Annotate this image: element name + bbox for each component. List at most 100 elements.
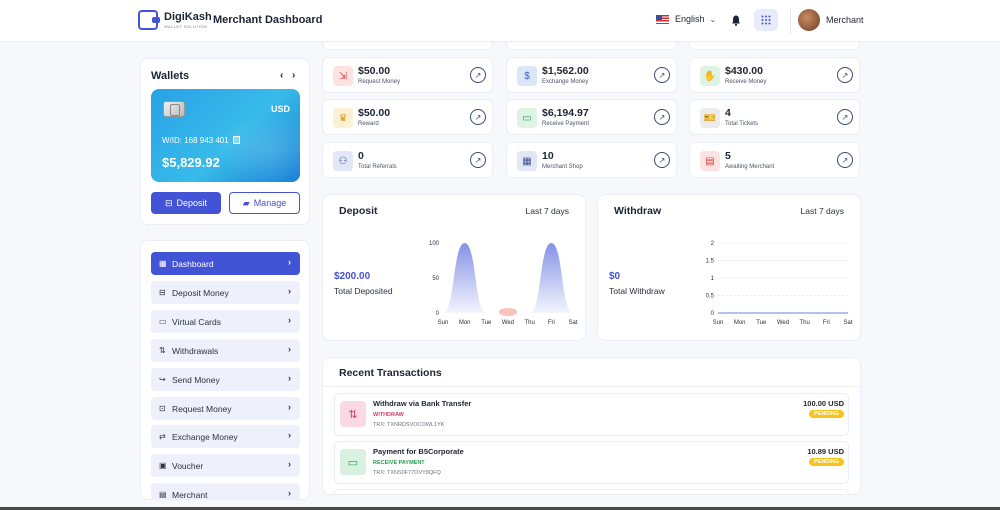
- deposit-area: [443, 243, 573, 313]
- arrow-up-right-icon[interactable]: ↗: [654, 67, 670, 83]
- exchange-icon: ⇄: [159, 432, 166, 441]
- shop-icon: ▦: [517, 151, 537, 171]
- wallet-card[interactable]: USD W/ID: 168 943 401 $5,829.92: [151, 89, 300, 182]
- arrow-up-right-icon[interactable]: ↗: [470, 67, 486, 83]
- copy-icon[interactable]: [232, 136, 240, 144]
- stat-card[interactable]: ♛ $50.00 Reward ↗: [322, 99, 493, 135]
- stat-label: Exchange Money: [542, 79, 589, 85]
- arrow-up-right-icon[interactable]: ↗: [470, 152, 486, 168]
- wallet-currency: USD: [270, 104, 290, 114]
- merchant-icon: ▤: [159, 490, 167, 499]
- transaction-amount: 100.00 USD: [803, 399, 844, 408]
- stat-value: $50.00: [358, 65, 391, 77]
- stat-card[interactable]: ▭ $6,194.97 Receive Payment ↗: [506, 99, 677, 135]
- withdraw-period[interactable]: Last 7 days: [800, 206, 844, 216]
- transaction-name: Withdraw via Bank Transfer: [373, 399, 472, 408]
- y-tick-label: 1.5: [706, 259, 715, 265]
- x-tick-label: Mon: [459, 320, 471, 326]
- deposit-button[interactable]: ⊟ Deposit: [151, 192, 221, 214]
- transaction-row[interactable]: ⇅ Withdraw via Bank Transfer WITHDRAW TR…: [334, 393, 849, 436]
- arrow-up-right-icon[interactable]: ↗: [837, 67, 853, 83]
- x-tick-label: Fri: [823, 320, 830, 326]
- sidebar-item-send-money[interactable]: ↪ Send Money ›: [151, 368, 300, 391]
- wallet-next-button[interactable]: ›: [292, 70, 296, 81]
- stat-label: Reward: [358, 121, 379, 127]
- chevron-right-icon: ›: [288, 402, 291, 412]
- chevron-right-icon: ›: [288, 488, 291, 498]
- arrow-up-right-icon[interactable]: ↗: [654, 152, 670, 168]
- x-tick-label: Fri: [548, 320, 555, 326]
- sidebar-item-deposit-money[interactable]: ⊟ Deposit Money ›: [151, 281, 300, 304]
- wallets-panel: Wallets ‹ › USD W/ID: 168 943 401 $5,829…: [140, 58, 310, 225]
- manage-button[interactable]: ▰ Manage: [229, 192, 300, 214]
- apps-grid-button[interactable]: [754, 9, 778, 31]
- sidebar-item-exchange-money[interactable]: ⇄ Exchange Money ›: [151, 425, 300, 448]
- transaction-row[interactable]: [334, 489, 849, 494]
- stat-card[interactable]: ⇲ $50.00 Request Money ↗: [322, 57, 493, 93]
- send-icon: ↪: [159, 375, 166, 384]
- chevron-right-icon: ›: [288, 373, 291, 383]
- x-tick-label: Tue: [756, 320, 767, 326]
- us-flag-icon: [656, 14, 669, 24]
- card-chip-icon: [163, 101, 185, 117]
- deposit-icon: ⊟: [159, 288, 166, 297]
- card-icon: ▭: [159, 317, 167, 326]
- stat-value: $50.00: [358, 107, 391, 119]
- y-tick-label: 50: [432, 276, 439, 282]
- wallet-id-text: W/ID: 168 943 401: [162, 136, 229, 145]
- language-selector[interactable]: English ⌄: [656, 14, 716, 24]
- x-tick-label: Sun: [713, 320, 724, 326]
- stat-value: $430.00: [725, 65, 763, 77]
- avatar[interactable]: [798, 9, 820, 31]
- sidebar-item-request-money[interactable]: ⊡ Request Money ›: [151, 397, 300, 420]
- chevron-right-icon: ›: [288, 459, 291, 469]
- recent-transactions-panel: Recent Transactions ⇅ Withdraw via Bank …: [322, 357, 861, 495]
- chevron-down-icon: ⌄: [709, 14, 717, 24]
- transaction-amount: 10.89 USD: [807, 447, 844, 456]
- stat-card[interactable]: ▤ 5 Awaiting Merchant ↗: [689, 142, 860, 178]
- wallet-logo-icon: [138, 10, 160, 30]
- stat-label: Receive Payment: [542, 121, 590, 127]
- arrow-up-right-icon[interactable]: ↗: [470, 109, 486, 125]
- stat-card[interactable]: ⚇ 0 Total Referrals ↗: [322, 142, 493, 178]
- deposit-period[interactable]: Last 7 days: [525, 206, 569, 216]
- sidebar-item-merchant[interactable]: ▤ Merchant ›: [151, 483, 300, 499]
- transaction-id: TRX: TXNRDSVOCOWL1YK: [373, 422, 445, 428]
- deposit-area-chart: 0 50 100 Sun Mon Tue Wed Thu Fri Sat: [429, 241, 578, 326]
- user-name[interactable]: Merchant: [826, 15, 864, 25]
- sidebar-item-withdrawals[interactable]: ⇅ Withdrawals ›: [151, 339, 300, 362]
- status-badge: PENDING: [808, 458, 844, 466]
- y-tick-label: 2: [711, 241, 715, 247]
- brand-logo[interactable]: DigiKash WALLET SOLUTION: [138, 10, 212, 30]
- notification-bell-icon[interactable]: [729, 13, 743, 27]
- stat-card[interactable]: $ $1,562.00 Exchange Money ↗: [506, 57, 677, 93]
- sidebar-item-voucher[interactable]: ▣ Voucher ›: [151, 454, 300, 477]
- stat-card-partial: [689, 42, 860, 50]
- arrow-up-right-icon[interactable]: ↗: [654, 109, 670, 125]
- stat-card[interactable]: 🎫 4 Total Tickets ↗: [689, 99, 860, 135]
- deposit-total-label: Total Deposited: [334, 286, 393, 296]
- brand-subtitle: WALLET SOLUTION: [164, 23, 208, 29]
- wallet-balance: $5,829.92: [162, 155, 220, 170]
- chevron-right-icon: ›: [288, 344, 291, 354]
- stat-card[interactable]: ✋ $430.00 Receive Money ↗: [689, 57, 860, 93]
- wallet-prev-button[interactable]: ‹: [280, 70, 284, 81]
- arrow-up-right-icon[interactable]: ↗: [837, 152, 853, 168]
- top-header: DigiKash WALLET SOLUTION Merchant Dashbo…: [0, 0, 1000, 42]
- y-tick-label: 100: [429, 241, 440, 247]
- exchange-money-icon: $: [517, 66, 537, 86]
- receive-money-icon: ✋: [700, 66, 720, 86]
- sidebar-item-virtual-cards[interactable]: ▭ Virtual Cards ›: [151, 310, 300, 333]
- chevron-right-icon: ›: [288, 430, 291, 440]
- receive-payment-icon: ▭: [340, 449, 366, 475]
- stat-value: 0: [358, 150, 364, 162]
- stat-card[interactable]: ▦ 10 Merchant Shop ↗: [506, 142, 677, 178]
- reward-icon: ♛: [333, 108, 353, 128]
- x-tick-label: Mon: [734, 320, 746, 326]
- transaction-row[interactable]: ▭ Payment for B5Corporate RECEIVE PAYMEN…: [334, 441, 849, 484]
- x-tick-label: Thu: [799, 320, 809, 326]
- stat-value: $6,194.97: [542, 107, 589, 119]
- sidebar-item-dashboard[interactable]: ▦ Dashboard ›: [151, 252, 300, 275]
- divider: [323, 386, 860, 387]
- arrow-up-right-icon[interactable]: ↗: [837, 109, 853, 125]
